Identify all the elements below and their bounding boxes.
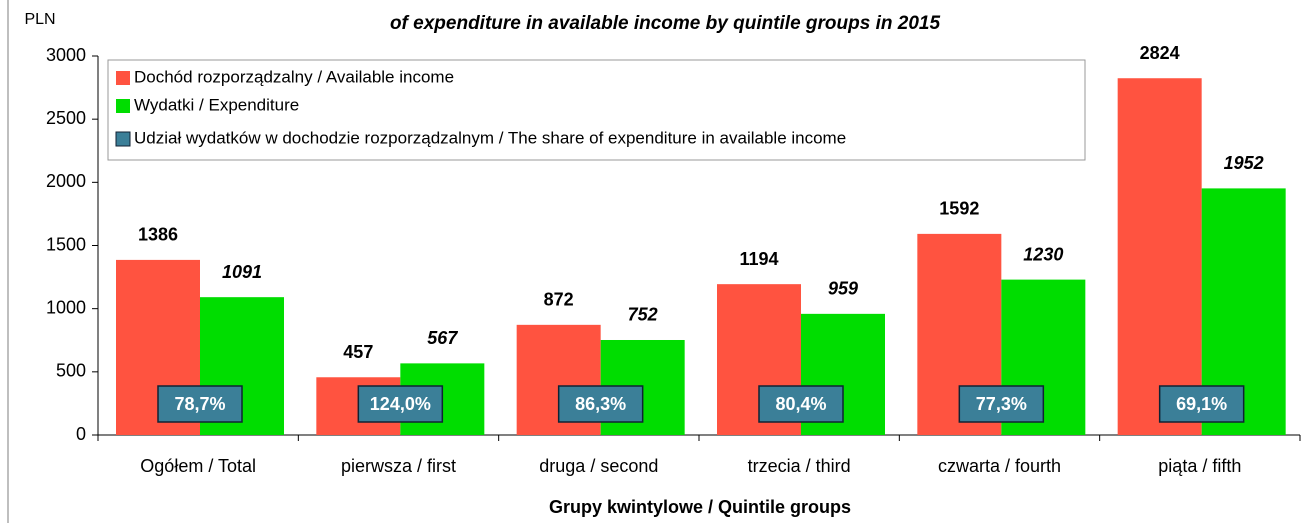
legend-swatch [115,131,131,147]
y-tick-label: 2500 [46,108,86,128]
data-label: 959 [828,279,858,299]
share-label: 124,0% [370,394,431,414]
legend-swatch [116,99,130,113]
legend-swatch [116,71,130,85]
share-box [1158,385,1245,423]
legend-box [107,59,1086,161]
data-label: 1952 [1224,153,1264,173]
x-tick-label: pierwsza / first [341,456,456,476]
data-label: 752 [628,305,658,325]
data-label: 1091 [222,262,262,282]
y-tick-label: 1500 [46,234,86,254]
y-axis-label: PLN [24,11,55,28]
data-label: 2824 [1140,43,1180,63]
share-box [157,385,243,423]
data-label: 1194 [739,249,778,269]
data-label: 567 [427,328,458,348]
legend-label: Dochód rozporządzalny / Available income [134,67,454,86]
share-box [357,385,444,423]
y-tick-label: 3000 [46,45,86,65]
chart-title: of expenditure in available income by qu… [390,13,941,34]
share-label: 86,3% [575,394,626,414]
share-box [758,385,844,423]
data-label: 872 [544,290,574,310]
x-tick-label: druga / second [539,456,658,476]
x-tick-label: Ogółem / Total [140,456,256,476]
y-tick-label: 2000 [46,171,86,191]
data-label: 1386 [138,225,178,245]
bar [1117,78,1202,435]
x-tick-label: czwarta / fourth [938,456,1061,476]
y-tick-label: 0 [76,424,86,444]
share-label: 69,1% [1176,394,1227,414]
x-tick-label: piąta / fifth [1158,456,1241,476]
share-label: 78,7% [174,394,225,414]
x-tick-label: trzecia / third [748,456,851,476]
share-label: 77,3% [976,394,1027,414]
data-label: 1592 [939,199,979,219]
y-tick-label: 1000 [46,297,86,317]
data-label: 1230 [1023,244,1063,264]
legend-label: Wydatki / Expenditure [134,95,299,114]
x-axis-label: Grupy kwintylowe / Quintile groups [549,497,851,517]
share-box [557,385,644,423]
y-tick-label: 500 [56,361,86,381]
share-label: 80,4% [775,394,826,414]
share-box [958,385,1045,423]
data-label: 457 [343,342,373,362]
legend-label: Udział wydatków w dochodzie rozporządzal… [134,128,846,147]
